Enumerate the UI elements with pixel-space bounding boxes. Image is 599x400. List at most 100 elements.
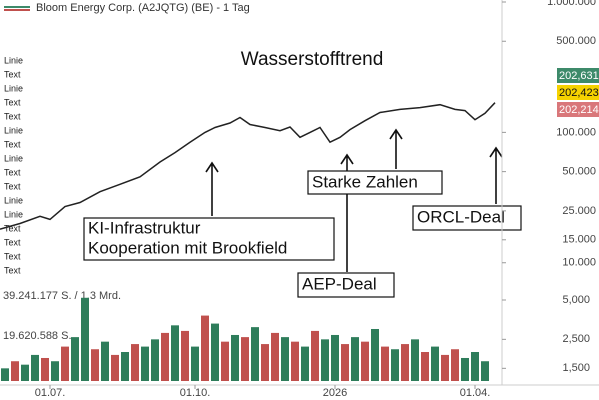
annotation-box: [412, 205, 522, 231]
volume-bar: [261, 344, 269, 381]
y-tick-label: 50.000: [562, 166, 596, 178]
price-tag-label: 202,214: [559, 104, 599, 116]
y-tick-label: 500.000: [556, 35, 596, 47]
volume-bar: [161, 332, 169, 381]
volume-bar: [401, 344, 409, 381]
volume-bar: [371, 328, 379, 381]
legend-item: Text: [4, 265, 21, 275]
volume-bar: [381, 346, 389, 381]
volume-bar: [51, 361, 59, 381]
volume-bar: [251, 327, 259, 381]
price-tag: [557, 68, 599, 83]
x-tick-label: 01.07.: [35, 387, 66, 399]
volume-bar: [271, 332, 279, 381]
x-tick-label: 01.10.: [180, 387, 211, 399]
volume-bar: [301, 346, 309, 381]
volume-bar: [471, 352, 479, 381]
annotation: Kooperation mit Brookfield: [88, 238, 287, 257]
y-tick-label: 15.000: [562, 234, 596, 246]
volume-bar: [211, 323, 219, 381]
volume-bar: [351, 337, 359, 381]
arrow: [389, 128, 403, 169]
volume-bar: [421, 352, 429, 381]
volume-bar: [281, 337, 289, 381]
legend-item: Linie: [4, 55, 23, 65]
volume-bar: [341, 344, 349, 381]
chart-title: Wasserstofftrend: [241, 49, 384, 70]
y2-tick-label: 2,500: [562, 333, 590, 345]
volume-bar: [61, 346, 69, 381]
arrow: [489, 146, 503, 204]
volume-bar: [31, 354, 39, 381]
price-tag: [557, 102, 599, 117]
volume-bar: [171, 325, 179, 381]
legend-item: Text: [4, 181, 21, 191]
legend-item: Linie: [4, 209, 23, 219]
volume-bar: [201, 315, 209, 381]
price-tag: [557, 85, 599, 100]
volume-bar: [71, 337, 79, 381]
volume-bar: [241, 337, 249, 381]
annotation: KI-Infrastruktur: [88, 218, 201, 237]
legend-item: Text: [4, 69, 21, 79]
arrow: [205, 161, 219, 216]
volume-bar: [321, 339, 329, 381]
volume-bar: [91, 349, 99, 381]
x-tick-label: 01.04.: [460, 387, 491, 399]
volume-bar: [11, 361, 19, 381]
legend-item: Text: [4, 97, 21, 107]
volume-bar: [21, 364, 29, 381]
volume-bar: [391, 349, 399, 381]
annotation: ORCL-Deal: [417, 207, 505, 226]
legend-item: Text: [4, 237, 21, 247]
volume-bar: [311, 330, 319, 381]
annotation: Starke Zahlen: [312, 172, 418, 191]
legend-item: Linie: [4, 153, 23, 163]
volume-bar: [1, 368, 9, 381]
y2-tick-label: 5,000: [562, 294, 590, 306]
annotation: AEP-Deal: [302, 274, 377, 293]
y2-tick-label: 1,500: [562, 362, 590, 374]
legend-item: Text: [4, 111, 21, 121]
volume-bar: [231, 334, 239, 381]
volume-label: 39.241.177 S. / 1,3 Mrd.: [3, 290, 121, 302]
volume-label: 19.620.588 S.: [3, 330, 72, 342]
price-tag-label: 202,423: [559, 87, 599, 99]
header: Bloom Energy Corp. (A2JQTG) (BE) - 1 Tag: [36, 2, 250, 14]
legend-item: Text: [4, 251, 21, 261]
y-tick-label: 1.000.000: [547, 0, 596, 8]
y-tick-label: 100.000: [556, 126, 596, 138]
volume-bar: [331, 334, 339, 381]
volume-bar: [151, 339, 159, 381]
price-line: [0, 102, 496, 230]
volume-bar: [451, 349, 459, 381]
volume-bar: [221, 341, 229, 381]
volume-bar: [111, 354, 119, 381]
y-tick-label: 25.000: [562, 205, 596, 217]
legend-item: Text: [4, 223, 21, 233]
legend-item: Linie: [4, 125, 23, 135]
legend-item: Text: [4, 167, 21, 177]
volume-bar: [291, 341, 299, 381]
volume-bar: [41, 357, 49, 381]
legend-item: Text: [4, 139, 21, 149]
volume-bar: [361, 341, 369, 381]
volume-bar: [101, 341, 109, 381]
volume-bar: [461, 357, 469, 381]
legend-item: Linie: [4, 83, 23, 93]
volume-bar: [121, 352, 129, 381]
volume-bar: [481, 361, 489, 381]
volume-bar: [81, 297, 89, 381]
x-tick-label: 2026: [323, 387, 347, 399]
annotation-box: [307, 170, 443, 195]
annotation-box: [83, 217, 335, 261]
volume-bar: [191, 346, 199, 381]
volume-bar: [411, 339, 419, 381]
volume-bar: [141, 346, 149, 381]
price-tag-label: 202,631: [559, 70, 599, 82]
annotation-box: [297, 272, 395, 298]
y-tick-label: 10.000: [562, 257, 596, 269]
volume-bar: [131, 344, 139, 381]
legend-item: Linie: [4, 195, 23, 205]
